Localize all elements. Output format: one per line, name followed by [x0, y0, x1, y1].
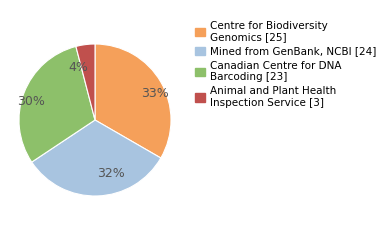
- Text: 32%: 32%: [97, 167, 124, 180]
- Wedge shape: [95, 44, 171, 158]
- Wedge shape: [32, 120, 161, 196]
- Wedge shape: [19, 46, 95, 162]
- Legend: Centre for Biodiversity
Genomics [25], Mined from GenBank, NCBI [24], Canadian C: Centre for Biodiversity Genomics [25], M…: [195, 21, 376, 108]
- Text: 4%: 4%: [68, 61, 88, 74]
- Text: 33%: 33%: [141, 87, 169, 100]
- Text: 30%: 30%: [17, 95, 45, 108]
- Wedge shape: [76, 44, 95, 120]
